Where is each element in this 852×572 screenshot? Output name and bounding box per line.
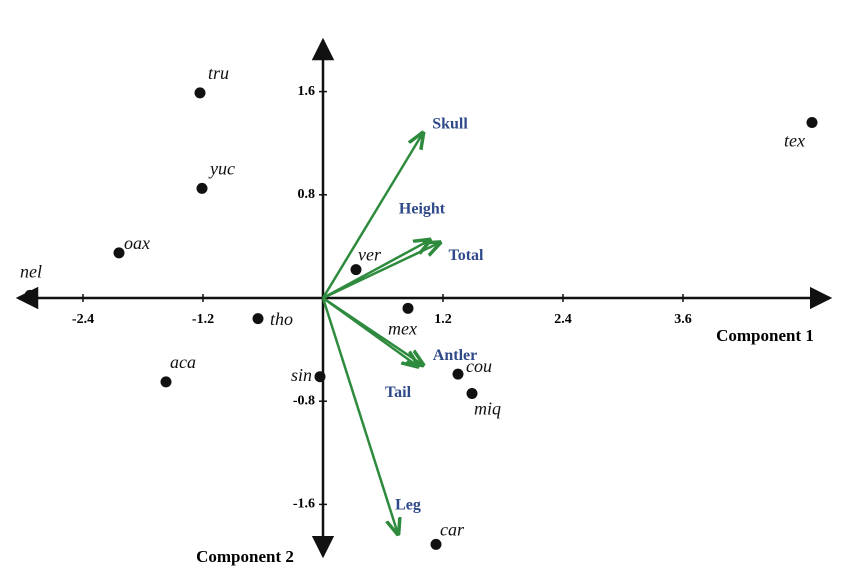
- point-label: sin: [291, 365, 312, 385]
- point: [194, 87, 206, 99]
- point-label: nel: [20, 262, 42, 282]
- point: [24, 289, 36, 301]
- y-tick-label: 1.6: [298, 84, 316, 99]
- point-label: mex: [388, 318, 417, 338]
- y-tick-label: -1.6: [293, 497, 315, 512]
- point: [252, 313, 264, 325]
- loading-vector: [322, 243, 440, 300]
- point: [113, 247, 125, 259]
- x-axis-label: Component 1: [716, 326, 814, 345]
- vector-label: Leg: [395, 497, 421, 514]
- vector-label: Antler: [433, 347, 477, 364]
- x-tick-label: -2.4: [72, 312, 94, 327]
- point: [402, 302, 414, 314]
- x-tick-label: 2.4: [554, 312, 572, 327]
- point: [466, 387, 478, 399]
- y-tick-label: -0.8: [293, 393, 315, 408]
- loading-vector: [322, 296, 418, 366]
- y-axis-label: Component 2: [196, 547, 294, 566]
- point: [196, 182, 208, 194]
- vector-label: Tail: [385, 384, 412, 401]
- y-tick-label: 0.8: [298, 187, 316, 202]
- point-label: tru: [208, 63, 229, 83]
- point: [314, 371, 326, 383]
- point-label: tex: [784, 131, 805, 151]
- x-tick-label: 1.2: [434, 312, 452, 327]
- point-label: tho: [270, 309, 293, 329]
- point: [806, 117, 818, 129]
- point: [452, 368, 464, 380]
- point-label: car: [440, 520, 465, 540]
- x-tick-label: 3.6: [674, 312, 692, 327]
- vector-label: Height: [399, 201, 446, 218]
- point: [350, 264, 362, 276]
- point-label: cou: [466, 356, 492, 376]
- point-label: ver: [358, 245, 382, 265]
- point-label: miq: [474, 399, 501, 419]
- point-label: oax: [124, 233, 150, 253]
- point: [160, 376, 172, 388]
- x-tick-label: -1.2: [192, 312, 214, 327]
- vector-label: Skull: [432, 116, 468, 133]
- loading-vector: [321, 297, 398, 534]
- loading-vector: [321, 133, 423, 299]
- point-label: yuc: [208, 158, 235, 178]
- point: [430, 538, 442, 550]
- point-label: aca: [170, 352, 196, 372]
- vector-label: Total: [449, 247, 485, 264]
